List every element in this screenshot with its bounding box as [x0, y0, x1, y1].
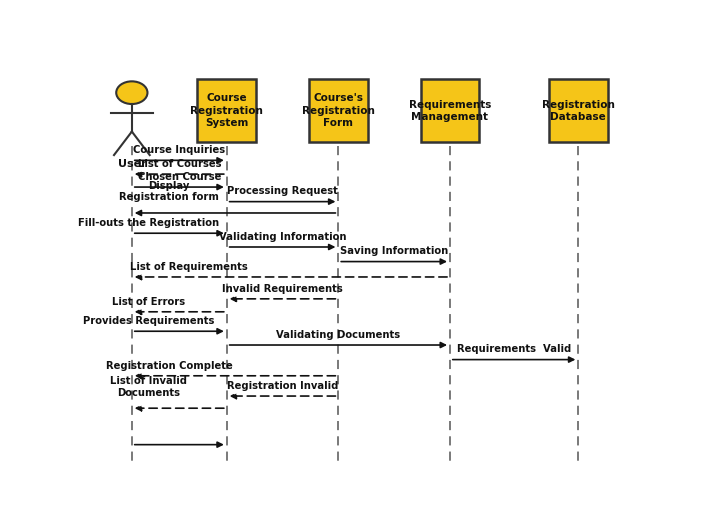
Text: Registration
Database: Registration Database	[542, 99, 615, 122]
Text: Chosen Course: Chosen Course	[138, 172, 221, 182]
Text: Course
Registration
System: Course Registration System	[190, 93, 263, 128]
Text: Validating Documents: Validating Documents	[276, 330, 400, 340]
Text: Saving Information: Saving Information	[340, 246, 449, 256]
Text: List of Courses: List of Courses	[138, 159, 221, 169]
Text: Fill-outs the Registration: Fill-outs the Registration	[78, 218, 220, 228]
Text: Registration Invalid: Registration Invalid	[227, 381, 338, 391]
Text: Processing Request: Processing Request	[227, 186, 338, 196]
FancyBboxPatch shape	[309, 79, 368, 142]
Text: Course's
Registration
Form: Course's Registration Form	[302, 93, 374, 128]
FancyBboxPatch shape	[420, 79, 480, 142]
Text: Provides Requirements: Provides Requirements	[84, 316, 215, 326]
Text: User: User	[117, 159, 146, 169]
Text: List of Invalid
Documents: List of Invalid Documents	[110, 376, 187, 398]
Text: Display
Registration form: Display Registration form	[119, 181, 219, 203]
Text: Requirements
Management: Requirements Management	[409, 99, 491, 122]
Circle shape	[116, 82, 148, 104]
FancyBboxPatch shape	[549, 79, 608, 142]
Text: List of Errors: List of Errors	[112, 297, 186, 307]
FancyBboxPatch shape	[197, 79, 256, 142]
Text: Requirements  Valid: Requirements Valid	[457, 345, 571, 355]
Text: Invalid Requirements: Invalid Requirements	[222, 284, 343, 294]
Text: Registration Complete: Registration Complete	[106, 360, 233, 370]
Text: Course Inquiries: Course Inquiries	[133, 145, 225, 155]
Text: List of Requirements: List of Requirements	[130, 262, 248, 272]
Text: Validating Information: Validating Information	[219, 232, 346, 242]
